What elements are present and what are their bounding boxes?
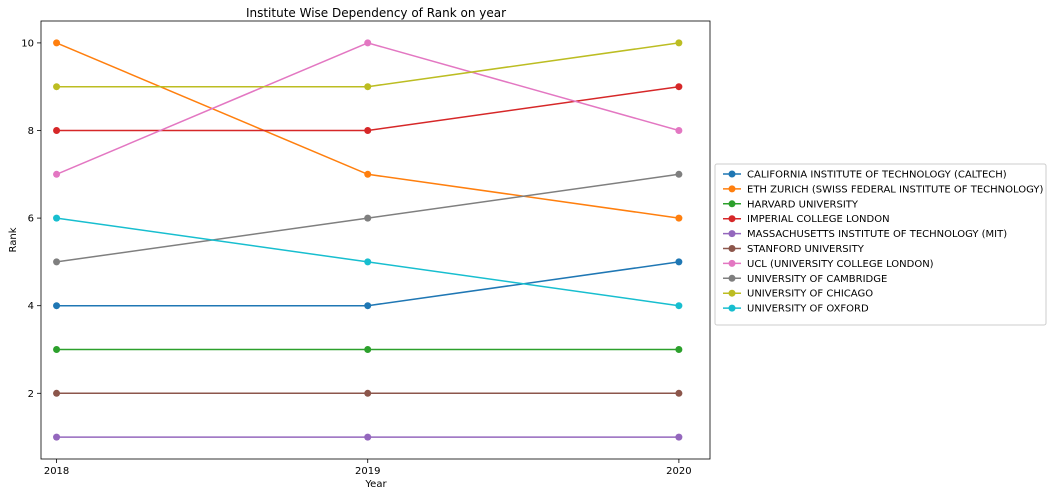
legend-marker (728, 274, 736, 282)
series-line (53, 214, 683, 310)
chart-title: Institute Wise Dependency of Rank on yea… (246, 6, 506, 20)
series-line (53, 39, 683, 178)
series-line (53, 389, 683, 397)
legend-label: UNIVERSITY OF OXFORD (747, 304, 869, 315)
data-point (364, 83, 372, 91)
legend-label: CALIFORNIA INSTITUTE OF TECHNOLOGY (CALT… (747, 170, 1007, 181)
series-line (53, 170, 683, 266)
data-point (675, 258, 683, 266)
legend-marker (728, 259, 736, 267)
legend-item: HARVARD UNIVERSITY (723, 199, 859, 210)
legend-marker (728, 304, 736, 312)
data-point (675, 346, 683, 353)
x-axis: 2018 2019 2020 (44, 459, 692, 477)
data-point (53, 214, 61, 222)
data-point (675, 214, 683, 222)
data-point (675, 83, 683, 91)
legend-label: HARVARD UNIVERSITY (747, 199, 859, 210)
data-point (53, 39, 61, 47)
series-line (53, 39, 683, 91)
legend-item: MASSACHUSETTS INSTITUTE OF TECHNOLOGY (M… (723, 229, 1007, 240)
legend-item: UNIVERSITY OF CAMBRIDGE (723, 274, 887, 285)
data-point (53, 170, 61, 178)
legend-label: UNIVERSITY OF CAMBRIDGE (747, 274, 887, 285)
series-line (53, 346, 683, 353)
y-tick-label: 6 (28, 214, 34, 225)
data-point (675, 127, 683, 134)
data-point (53, 389, 61, 397)
data-point (364, 170, 372, 178)
data-point (53, 433, 61, 441)
y-tick-label: 8 (28, 126, 34, 137)
data-point (364, 258, 372, 266)
data-point (364, 302, 372, 310)
data-point (364, 389, 372, 397)
data-point (53, 302, 61, 310)
legend-item: ETH ZURICH (SWISS FEDERAL INSTITUTE OF T… (723, 184, 1043, 195)
data-point (53, 83, 61, 91)
y-tick-label: 2 (28, 389, 34, 400)
legend-item: CALIFORNIA INSTITUTE OF TECHNOLOGY (CALT… (723, 170, 1007, 181)
legend-label: UNIVERSITY OF CHICAGO (747, 289, 873, 300)
legend-item: IMPERIAL COLLEGE LONDON (723, 214, 890, 225)
legend-marker (728, 185, 736, 193)
legend: CALIFORNIA INSTITUTE OF TECHNOLOGY (CALT… (714, 163, 1047, 326)
legend-marker (728, 289, 736, 297)
data-point (364, 433, 372, 441)
y-tick-label: 4 (28, 301, 34, 312)
data-point (364, 39, 372, 47)
y-axis: 2 4 6 8 10 (21, 38, 41, 400)
data-point (53, 346, 61, 353)
series-line (53, 433, 683, 441)
legend-label: IMPERIAL COLLEGE LONDON (747, 214, 890, 225)
legend-marker (728, 230, 736, 238)
legend-marker (728, 200, 736, 208)
plot-area (40, 20, 711, 460)
data-point (675, 389, 683, 397)
legend-label: UCL (UNIVERSITY COLLEGE LONDON) (747, 259, 934, 270)
legend-marker (728, 215, 736, 223)
data-point (364, 214, 372, 222)
legend-box (714, 163, 1047, 326)
data-point (675, 170, 683, 178)
legend-label: MASSACHUSETTS INSTITUTE OF TECHNOLOGY (M… (747, 229, 1007, 240)
x-tick-label: 2018 (44, 466, 69, 477)
data-point (364, 346, 372, 353)
legend-label: STANFORD UNIVERSITY (747, 244, 865, 255)
legend-marker (728, 245, 736, 252)
data-point (675, 39, 683, 47)
legend-marker (728, 170, 736, 178)
series-layer (53, 39, 683, 441)
x-tick-label: 2019 (355, 466, 380, 477)
data-point (364, 127, 372, 134)
series-line (53, 258, 683, 310)
x-tick-label: 2020 (666, 466, 691, 477)
legend-item: UNIVERSITY OF CHICAGO (723, 289, 873, 300)
y-axis-label: Rank (8, 227, 19, 252)
data-point (53, 258, 61, 266)
legend-item: UCL (UNIVERSITY COLLEGE LONDON) (723, 259, 934, 270)
data-point (675, 433, 683, 441)
data-point (675, 302, 683, 310)
data-point (53, 127, 61, 134)
legend-item: STANFORD UNIVERSITY (723, 244, 865, 255)
legend-item: UNIVERSITY OF OXFORD (723, 304, 869, 315)
y-tick-label: 10 (21, 38, 34, 49)
plot-frame (40, 20, 711, 460)
x-axis-label: Year (364, 479, 387, 490)
legend-label: ETH ZURICH (SWISS FEDERAL INSTITUTE OF T… (747, 184, 1043, 195)
